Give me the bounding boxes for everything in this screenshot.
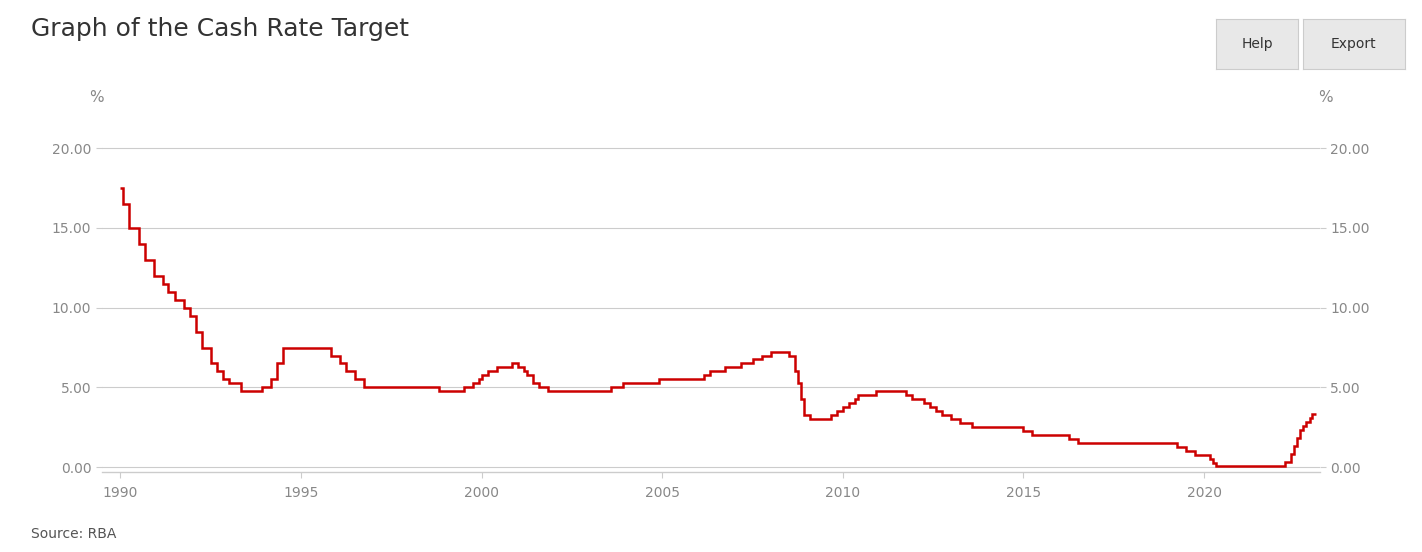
- Text: %: %: [90, 90, 104, 105]
- Text: Help: Help: [1241, 37, 1273, 51]
- Text: Export: Export: [1331, 37, 1376, 51]
- Text: Graph of the Cash Rate Target: Graph of the Cash Rate Target: [31, 17, 410, 40]
- Text: %: %: [1318, 90, 1332, 105]
- Text: Source: RBA: Source: RBA: [31, 527, 117, 541]
